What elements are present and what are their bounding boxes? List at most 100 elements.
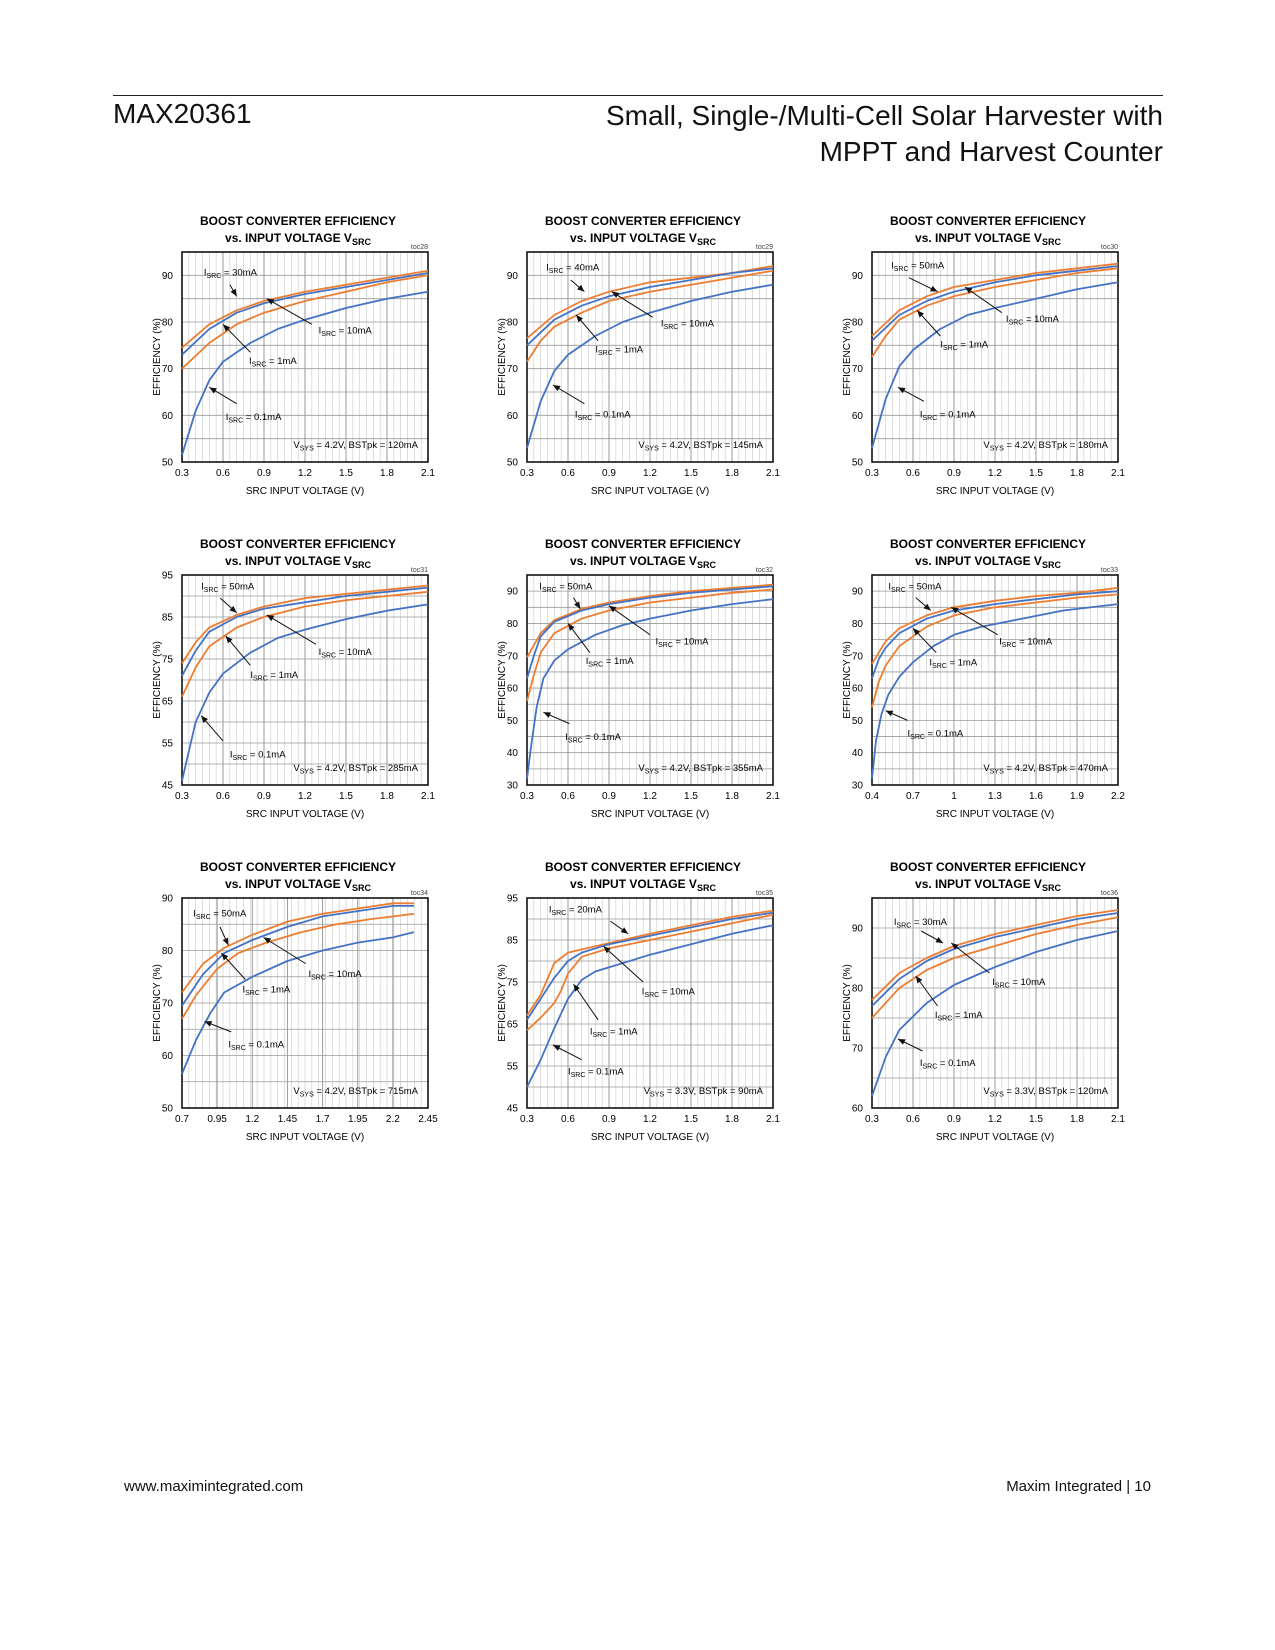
annotation-subscript: SRC [577,415,592,422]
annotation-main: I [642,987,645,998]
x-tick-label: 1.5 [684,468,698,479]
x-axis-label: SRC INPUT VOLTAGE (V) [591,1132,709,1143]
chart-toc-id: toc34 [411,890,428,897]
y-tick-label: 85 [162,613,174,624]
x-tick-label: 0.3 [865,1114,879,1125]
chart-title-line-2: vs. INPUT VOLTAGE VSRC [915,554,1061,570]
chart-svg: BOOST CONVERTER EFFICIENCY vs. INPUT VOLT… [497,214,780,497]
series-line-2 [181,590,429,698]
x-tick-label: 1.8 [725,468,739,479]
series-annotation-label: ISRC = 1mA [250,670,298,683]
condition-main: V [293,763,300,774]
y-tick-label: 60 [507,684,519,695]
annotation-arrowhead [923,603,931,611]
test-condition-label: VSYS = 3.3V, BSTpk = 90mA [644,1086,764,1099]
annotation-main: I [568,1066,571,1077]
x-tick-label: 0.6 [216,468,230,479]
y-tick-label: 70 [162,364,174,375]
annotation-main: I [319,647,322,658]
annotation-arrowhead [222,937,229,946]
series-line-0 [181,584,429,664]
series-annotation-label: ISRC = 1mA [590,1027,638,1040]
annotation-rest: = 10mA [326,969,362,980]
chart-title-line-2: vs. INPUT VOLTAGE VSRC [570,554,716,570]
series-line-2 [871,267,1119,358]
x-tick-label: 2.1 [421,468,435,479]
y-tick-label: 50 [852,458,864,469]
annotation-main: I [250,670,253,681]
series-annotation-label: ISRC = 0.1mA [565,732,621,745]
chart-svg: BOOST CONVERTER EFFICIENCY vs. INPUT VOLT… [842,214,1125,497]
annotation-rest: = 0.1mA [592,410,631,421]
y-axis-label: EFFICIENCY (%) [842,318,853,396]
series-line-0 [871,909,1119,1001]
annotation-rest: = 1mA [268,670,299,681]
annotation-arrow-line [964,286,1003,314]
x-tick-label: 0.9 [947,1114,961,1125]
condition-subscript: SYS [300,446,314,453]
y-tick-label: 75 [507,978,519,989]
annotation-subscript: SRC [922,415,937,422]
annotation-main: I [595,344,598,355]
annotation-arrowhead [225,635,233,644]
series-annotation-label: ISRC = 30mA [894,917,948,930]
y-axis-label: EFFICIENCY (%) [497,964,508,1042]
annotation-main: I [319,326,322,337]
y-tick-label: 90 [507,587,519,598]
x-tick-label: 1.8 [380,791,394,802]
annotation-main: I [249,356,252,367]
chart-toc-id: toc32 [756,567,773,574]
annotation-main: I [565,732,568,743]
y-tick-label: 95 [162,571,174,582]
series-annotation-label: ISRC = 1mA [935,1010,983,1023]
chart-toc-id: toc28 [411,244,428,251]
chart-toc-id: toc35 [756,890,773,897]
plot-frame [181,251,429,463]
annotation-rest: = 30mA [911,917,947,928]
annotation-main: I [590,1027,593,1038]
annotation-rest: = 50mA [211,908,247,919]
annotation-subscript: SRC [943,345,958,352]
chart-title-text: vs. INPUT VOLTAGE V [225,554,352,568]
chart-svg: BOOST CONVERTER EFFICIENCY vs. INPUT VOLT… [497,860,780,1143]
plot-frame [526,574,774,786]
annotation-main: I [908,729,911,740]
x-tick-label: 0.3 [520,468,534,479]
x-tick-label: 0.6 [906,468,920,479]
y-tick-label: 60 [162,411,174,422]
annotation-arrowhead [209,387,217,394]
chart-svg: BOOST CONVERTER EFFICIENCY vs. INPUT VOLT… [152,214,435,497]
series-annotation-label: ISRC = 1mA [595,344,643,357]
x-tick-label: 0.6 [561,1114,575,1125]
x-tick-label: 0.6 [561,791,575,802]
condition-subscript: SYS [300,769,314,776]
series-annotation-label: ISRC = 0.1mA [908,729,964,742]
series-annotation-label: ISRC = 50mA [888,582,942,595]
chart-svg: BOOST CONVERTER EFFICIENCY vs. INPUT VOLT… [842,537,1125,820]
annotation-main: I [228,1040,231,1051]
y-axis-label: EFFICIENCY (%) [842,964,853,1042]
x-tick-label: 0.9 [257,468,271,479]
annotation-arrowhead [201,715,208,723]
condition-rest: = 4.2V, BSTpk = 145mA [659,440,764,451]
condition-rest: = 4.2V, BSTpk = 470mA [1004,763,1109,774]
annotation-rest: = 0.1mA [585,1066,624,1077]
x-tick-label: 0.4 [865,791,879,802]
chart-title-line-2: vs. INPUT VOLTAGE VSRC [225,231,371,247]
footer-page-info: Maxim Integrated | 10 [1006,1478,1151,1495]
annotation-rest: = 1mA [958,340,989,351]
annotation-subscript: SRC [228,418,243,425]
annotation-subscript: SRC [549,268,564,275]
x-tick-label: 1.8 [1070,1114,1084,1125]
condition-rest: = 4.2V, BSTpk = 180mA [1004,440,1109,451]
series-annotation-label: ISRC = 10mA [992,977,1046,990]
footer-website-link[interactable]: www.maximintegrated.com [124,1478,304,1495]
x-tick-label: 0.95 [207,1114,227,1125]
x-tick-label: 1.95 [348,1114,368,1125]
annotation-main: I [940,340,943,351]
condition-subscript: SYS [645,769,659,776]
series-annotation-label: ISRC = 0.1mA [575,410,631,423]
efficiency-chart-toc30: BOOST CONVERTER EFFICIENCY vs. INPUT VOLT… [840,212,1170,512]
chart-title-subscript: SRC [1042,560,1062,570]
series-annotation-label: ISRC = 50mA [891,260,945,273]
